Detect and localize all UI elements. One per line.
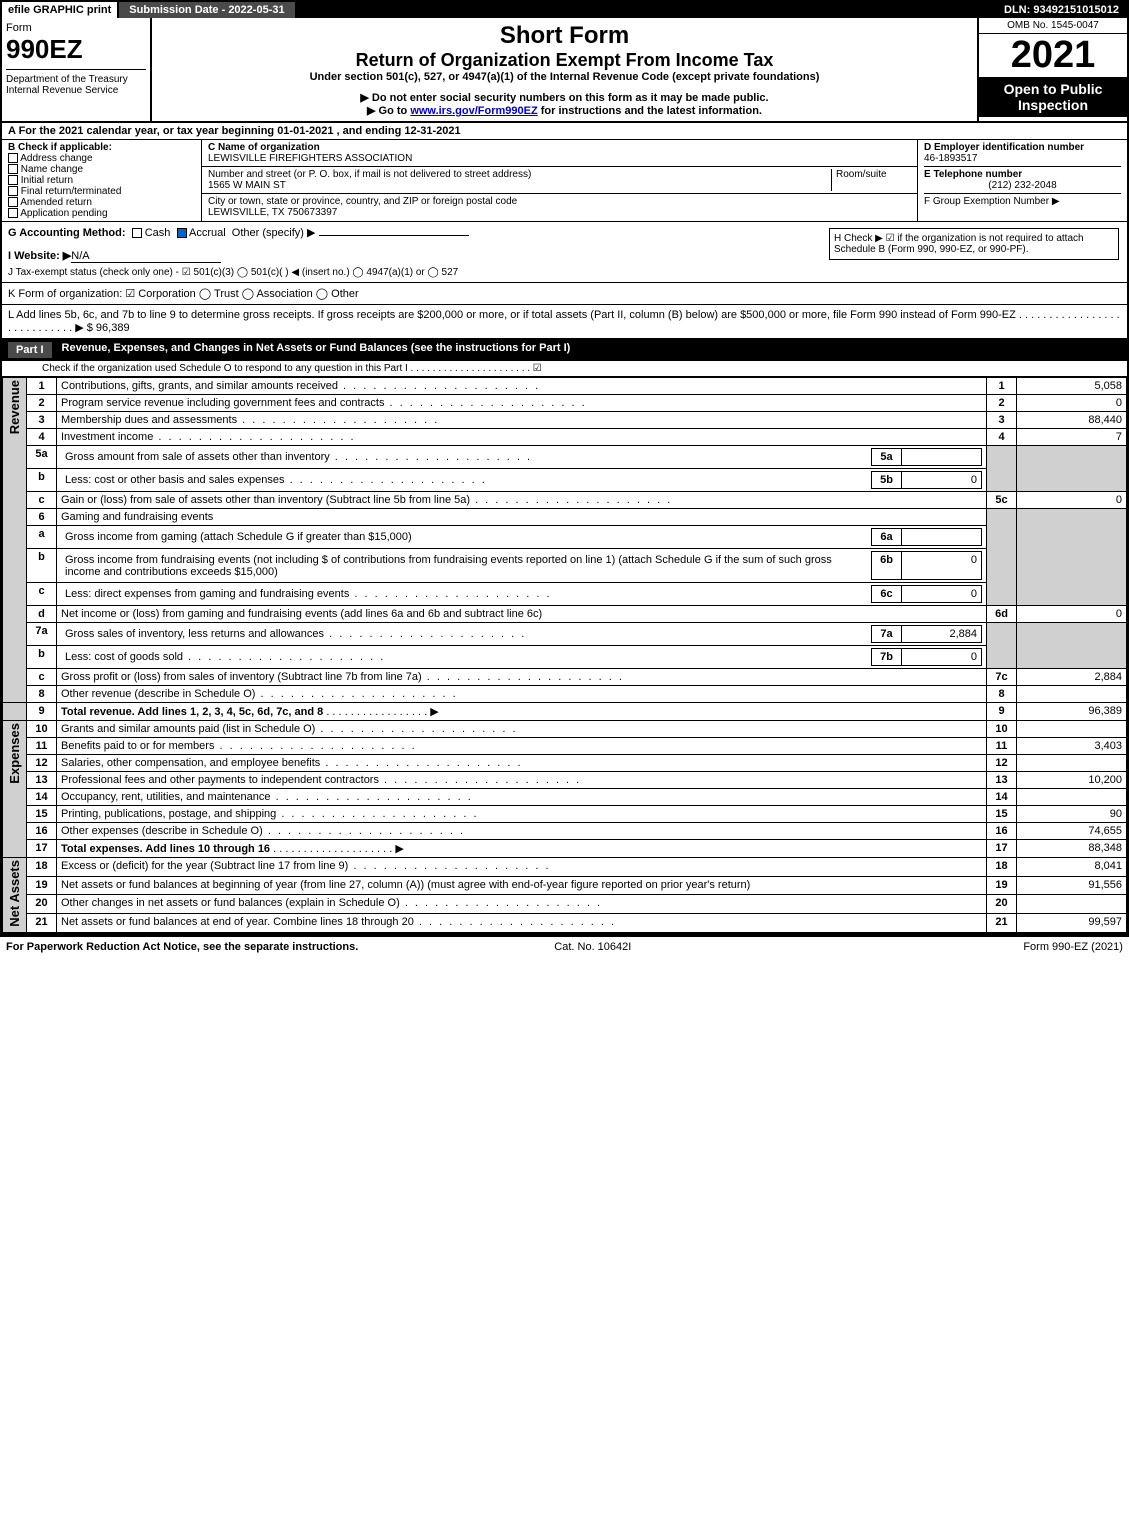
dept: Department of the Treasury: [6, 74, 146, 85]
chk-pending[interactable]: Application pending: [20, 208, 107, 219]
chk-name[interactable]: Name change: [21, 164, 83, 175]
form-number: 990EZ: [6, 34, 146, 65]
topbar: efile GRAPHIC print Submission Date - 20…: [2, 2, 1127, 18]
footer: For Paperwork Reduction Act Notice, see …: [0, 935, 1129, 957]
line-h: H Check ▶ ☑ if the organization is not r…: [829, 228, 1119, 260]
line-j: J Tax-exempt status (check only one) - ☑…: [8, 267, 1121, 278]
line-k: K Form of organization: ☑ Corporation ◯ …: [2, 283, 1127, 305]
side-revenue: Revenue: [7, 380, 22, 434]
amt-6b: 0: [902, 552, 982, 580]
irs: Internal Revenue Service: [6, 85, 146, 96]
under: Under section 501(c), 527, or 4947(a)(1)…: [156, 71, 973, 83]
telephone: (212) 232-2048: [924, 180, 1121, 191]
cat-no: Cat. No. 10642I: [554, 941, 631, 953]
org-name: LEWISVILLE FIREFIGHTERS ASSOCIATION: [208, 153, 412, 164]
room-suite: Room/suite: [831, 169, 911, 191]
line-g: H Check ▶ ☑ if the organization is not r…: [2, 222, 1127, 283]
section-def: D Employer identification number 46-1893…: [917, 140, 1127, 221]
amt-6d: 0: [1017, 606, 1127, 623]
amt-21: 99,597: [1017, 914, 1127, 933]
amt-6c: 0: [902, 586, 982, 603]
amt-16: 74,655: [1017, 823, 1127, 840]
amt-11: 3,403: [1017, 738, 1127, 755]
dln: DLN: 93492151015012: [996, 2, 1127, 18]
form-ref: Form 990-EZ (2021): [1023, 941, 1123, 953]
header: Form 990EZ Department of the Treasury In…: [2, 18, 1127, 123]
amt-7b: 0: [902, 649, 982, 666]
amt-13: 10,200: [1017, 772, 1127, 789]
amt-9: 96,389: [1017, 703, 1127, 721]
open-public: Open to Public Inspection: [979, 77, 1127, 117]
warn: ▶ Do not enter social security numbers o…: [156, 91, 973, 104]
amt-18: 8,041: [1017, 858, 1127, 877]
form-990ez: efile GRAPHIC print Submission Date - 20…: [0, 0, 1129, 935]
form-label: Form: [6, 22, 146, 34]
title: Short Form: [156, 22, 973, 50]
submission-date: Submission Date - 2022-05-31: [119, 2, 296, 18]
group-exemption: F Group Exemption Number ▶: [924, 193, 1121, 207]
financial-table: Revenue 1Contributions, gifts, grants, a…: [2, 377, 1127, 933]
website: N/A: [71, 250, 221, 263]
amt-7c: 2,884: [1017, 669, 1127, 686]
amt-7a: 2,884: [902, 626, 982, 643]
efile-label: efile GRAPHIC print: [2, 2, 119, 18]
part1-header: Part I Revenue, Expenses, and Changes in…: [2, 339, 1127, 361]
amt-1: 5,058: [1017, 378, 1127, 395]
chk-initial[interactable]: Initial return: [21, 175, 73, 186]
org-addr: 1565 W MAIN ST: [208, 180, 286, 191]
chk-amended[interactable]: Amended return: [20, 197, 92, 208]
org-city: LEWISVILLE, TX 750673397: [208, 207, 337, 218]
chk-final[interactable]: Final return/terminated: [21, 186, 122, 197]
section-b: B Check if applicable: Address change Na…: [2, 140, 202, 221]
line-a: A For the 2021 calendar year, or tax yea…: [2, 123, 1127, 140]
amt-19: 91,556: [1017, 876, 1127, 895]
ein: 46-1893517: [924, 153, 1121, 164]
amt-5c: 0: [1017, 492, 1127, 509]
amt-15: 90: [1017, 806, 1127, 823]
irs-link[interactable]: www.irs.gov/Form990EZ: [410, 105, 537, 117]
goto: ▶ Go to www.irs.gov/Form990EZ for instru…: [156, 104, 973, 117]
amt-4: 7: [1017, 429, 1127, 446]
side-netassets: Net Assets: [7, 860, 22, 927]
amt-17: 88,348: [1017, 840, 1127, 858]
omb: OMB No. 1545-0047: [979, 18, 1127, 34]
subtitle: Return of Organization Exempt From Incom…: [156, 50, 973, 71]
amt-5b: 0: [902, 472, 982, 489]
amt-2: 0: [1017, 395, 1127, 412]
line-l: L Add lines 5b, 6c, and 7b to line 9 to …: [2, 305, 1127, 339]
amt-3: 88,440: [1017, 412, 1127, 429]
tax-year: 2021: [979, 34, 1127, 77]
part1-sub: Check if the organization used Schedule …: [2, 361, 1127, 377]
section-bcd: B Check if applicable: Address change Na…: [2, 140, 1127, 222]
side-expenses: Expenses: [7, 723, 22, 784]
section-c: C Name of organizationLEWISVILLE FIREFIG…: [202, 140, 917, 221]
chk-address[interactable]: Address change: [20, 153, 92, 164]
